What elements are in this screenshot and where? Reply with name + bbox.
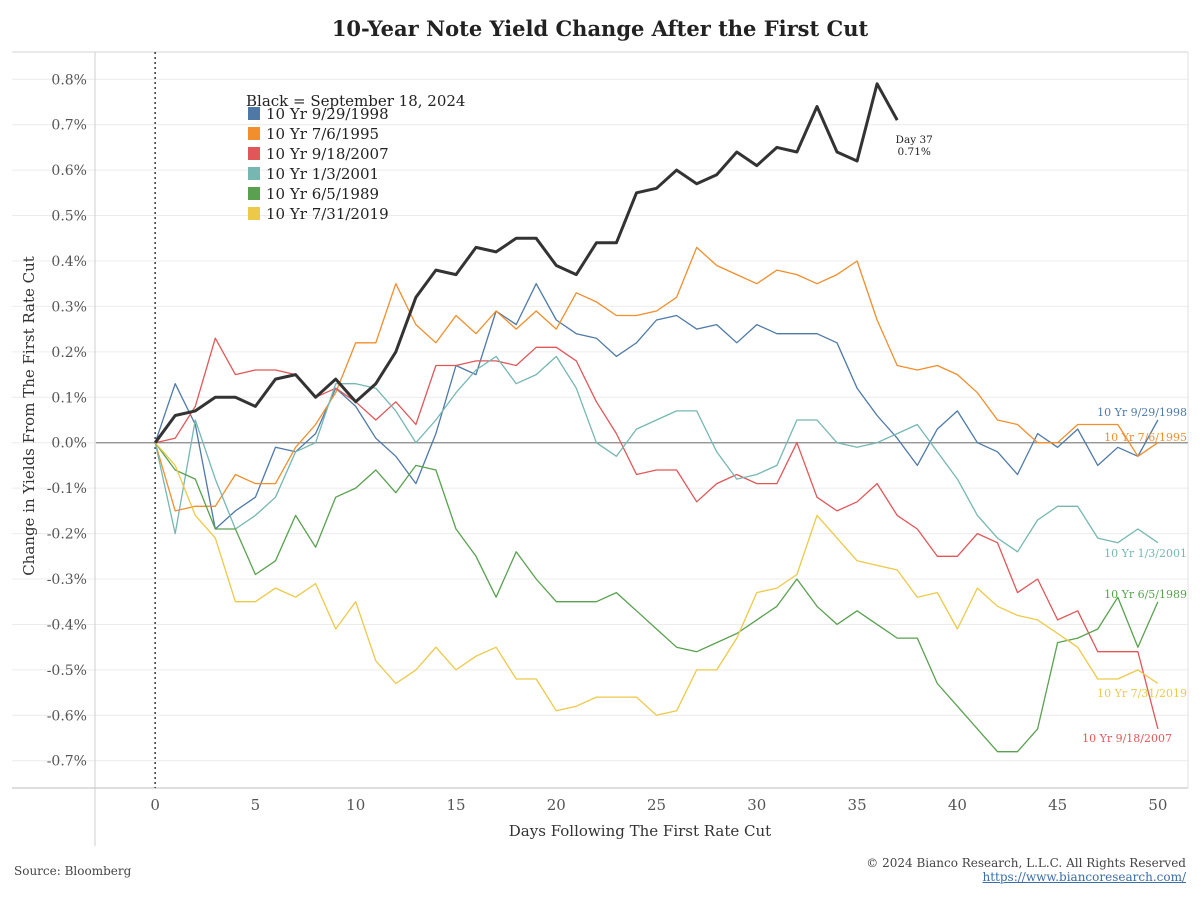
y-tick-label: 0.1% [51,390,87,406]
end-label-2001: 10 Yr 1/3/2001 [1104,547,1187,560]
x-tick-label: 10 [346,796,365,814]
x-tick-label: 20 [547,796,566,814]
legend-swatch-2007 [248,147,260,160]
series-line-1995 [154,246,1159,512]
series-line-2001 [154,355,1159,553]
website-link[interactable]: https://www.biancoresearch.com/ [982,870,1186,884]
y-tick-label: 0.0% [51,436,87,452]
legend-swatch-1995 [248,127,260,140]
reference-lines [96,52,1188,788]
y-tick-label: 0.5% [51,209,87,225]
x-tick-label: 35 [848,796,867,814]
end-label-1998: 10 Yr 9/29/1998 [1097,406,1187,419]
y-tick-label: -0.4% [47,617,87,633]
x-tick-label: 25 [647,796,666,814]
y-tick-label: -0.7% [47,754,87,770]
y-tick-label: -0.2% [47,527,87,543]
y-tick-label: -0.1% [47,481,87,497]
series-line-2007 [155,337,1159,730]
x-tick-label: 15 [446,796,465,814]
y-tick-label: 0.2% [51,345,87,361]
y-axis-title: Change in Yields From The First Rate Cut [20,256,38,576]
labels: 10 Yr 9/29/1998 10 Yr 7/6/1995 10 Yr 9/18/… [896,134,1187,745]
gridlines [12,78,1188,762]
x-tick-label: 50 [1148,796,1167,814]
end-label-2007: 10 Yr 9/18/2007 [1082,732,1172,745]
chart-title: 10-Year Note Yield Change After the Firs… [331,16,869,41]
y-tick-label: -0.6% [47,708,87,724]
copyright-text: © 2024 Bianco Research, L.L.C. All Right… [866,856,1186,870]
legend-swatch-2019 [248,207,260,220]
source-note: Source: Bloomberg [14,864,132,878]
legend-entry-2007: 10 Yr 9/18/2007 [266,145,389,163]
annotation-day-label: Day 37 [896,134,933,146]
end-label-1995: 10 Yr 7/6/1995 [1104,431,1187,444]
legend-entry-1989: 10 Yr 6/5/1989 [266,185,379,203]
legend-swatch-2001 [248,167,260,180]
axes: 0.8% 0.7% 0.6% 0.5% 0.4% 0.3% 0.2% 0.1% 0.0% -0.1… [12,51,1189,846]
legend-entry-1995: 10 Yr 7/6/1995 [266,125,379,143]
y-tick-label: 0.4% [51,254,87,270]
y-tick-label: -0.3% [47,572,87,588]
y-tick-label: -0.5% [47,663,87,679]
series-line-2024 [153,82,899,444]
legend-title: Black = September 18, 2024 [246,92,465,110]
annotation-value-label: 0.71% [898,146,931,158]
series-line-2019 [154,442,1159,716]
x-tick-label: 45 [1048,796,1067,814]
y-tick-label: 0.6% [51,163,87,179]
legend-swatch-1998 [248,107,260,120]
x-tick-label: 40 [948,796,967,814]
legend-entry-2001: 10 Yr 1/3/2001 [266,165,379,183]
legend-swatch-1989 [248,187,260,200]
end-label-2019: 10 Yr 7/31/2019 [1097,687,1187,700]
series-line-1998 [154,283,1159,530]
y-tick-label: 0.8% [51,72,87,88]
legend-entry-1998: 10 Yr 9/29/1998 [266,105,389,123]
copyright-block: © 2024 Bianco Research, L.L.C. All Right… [866,856,1186,884]
series-line-1989 [154,442,1159,753]
x-tick-label: 5 [251,796,261,814]
y-tick-label: 0.3% [51,299,87,315]
x-axis-title: Days Following The First Rate Cut [509,822,771,840]
x-tick-label: 30 [747,796,766,814]
legend-entry-2019: 10 Yr 7/31/2019 [266,205,389,223]
end-label-1989: 10 Yr 6/5/1989 [1104,588,1187,601]
y-tick-label: 0.7% [51,118,87,134]
x-tick-label: 0 [150,796,160,814]
series-lines [153,82,1159,753]
